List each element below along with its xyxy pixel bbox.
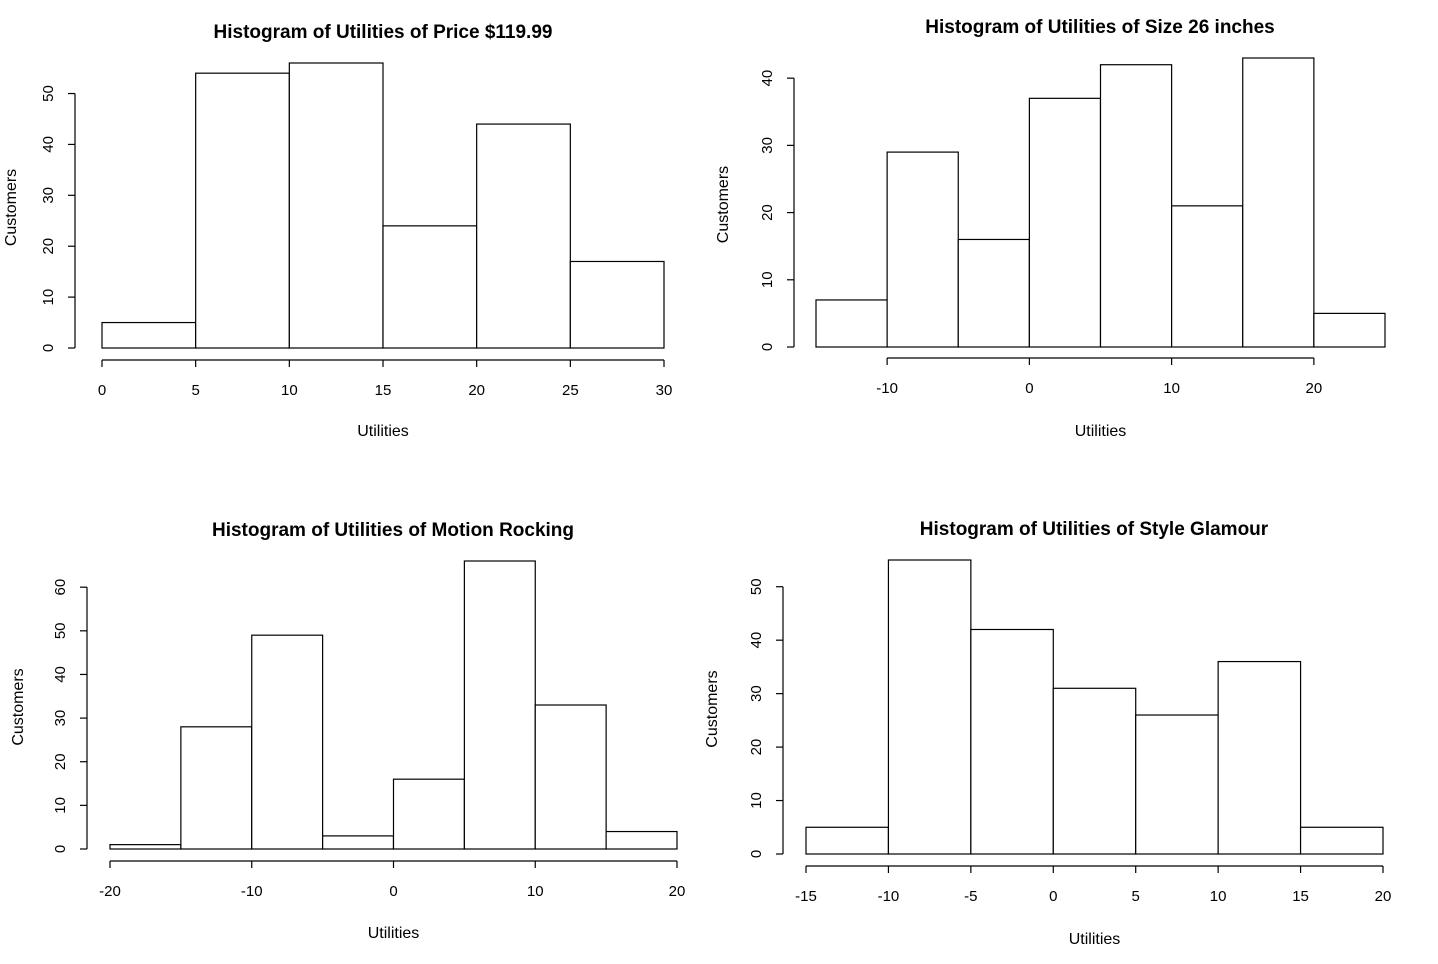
histogram-bar (1242, 57, 1315, 348)
x-tick-label: 25 (562, 382, 579, 399)
y-tick-label: 30 (52, 710, 69, 727)
x-tick-label: 10 (281, 382, 298, 399)
y-tick-label: 50 (40, 85, 57, 102)
y-tick-label: 40 (748, 632, 765, 649)
x-tick-label: -10 (878, 888, 900, 905)
y-tick-label: 40 (40, 136, 57, 153)
y-tick-label: 20 (40, 238, 57, 255)
y-tick-label: 20 (748, 739, 765, 756)
histogram-bar (970, 628, 1054, 855)
y-tick-label: 10 (748, 792, 765, 809)
x-tick-label: -5 (964, 888, 977, 905)
histogram-bar (1135, 714, 1219, 855)
histogram-bar (101, 321, 197, 349)
y-axis-label: Customers (10, 668, 27, 745)
histogram-bar (392, 778, 465, 850)
y-tick-label: 10 (52, 797, 69, 814)
x-tick-label: 10 (1210, 888, 1227, 905)
y-tick-label: 0 (748, 850, 765, 858)
histogram-bar (1099, 64, 1173, 348)
histogram-bar (957, 238, 1030, 348)
histogram-bar (1313, 312, 1386, 348)
x-tick-label: 10 (527, 883, 544, 900)
x-tick-label: 0 (98, 382, 106, 399)
histogram-bar (109, 844, 182, 850)
y-tick-label: 0 (52, 845, 69, 853)
x-tick-label: -10 (876, 380, 898, 397)
y-tick-label: 40 (759, 70, 776, 87)
y-tick-label: 50 (52, 622, 69, 639)
histogram-bar (815, 299, 888, 348)
x-tick-label: 0 (1049, 888, 1057, 905)
y-tick-label: 30 (759, 137, 776, 154)
chart-title: Histogram of Utilities of Price $119.99 (214, 22, 553, 43)
x-tick-label: 5 (191, 382, 199, 399)
y-tick-label: 40 (52, 666, 69, 683)
x-tick-label: 30 (656, 382, 673, 399)
y-axis-label: Customers (704, 670, 721, 747)
y-tick-label: 50 (748, 578, 765, 595)
y-axis-label: Customers (715, 166, 732, 243)
x-axis-label: Utilities (357, 423, 409, 440)
histogram-bar (1052, 687, 1137, 855)
y-tick-label: 10 (40, 289, 57, 306)
histogram-bar (195, 72, 290, 349)
y-tick-label: 20 (759, 204, 776, 221)
x-tick-label: 15 (1292, 888, 1309, 905)
x-tick-label: 20 (1375, 888, 1392, 905)
y-axis-label: Customers (3, 169, 20, 246)
x-tick-label: -10 (241, 883, 263, 900)
chart-title: Histogram of Utilities of Motion Rocking (212, 520, 574, 541)
x-tick-label: -15 (795, 888, 817, 905)
y-tick-label: 60 (52, 579, 69, 596)
histogram-bar (382, 225, 478, 349)
histogram-bar (1217, 660, 1302, 855)
x-tick-label: 20 (1306, 380, 1323, 397)
histogram-bar (288, 62, 384, 349)
x-tick-label: 20 (669, 883, 686, 900)
histogram-bar (1171, 205, 1244, 348)
x-tick-label: 15 (375, 382, 392, 399)
x-axis-label: Utilities (1075, 423, 1127, 440)
x-axis-label: Utilities (1069, 931, 1121, 948)
y-tick-label: 30 (748, 685, 765, 702)
histogram-bar (534, 704, 607, 850)
x-tick-label: 0 (1025, 380, 1033, 397)
histogram-bar (569, 260, 665, 349)
histogram-bar (322, 835, 395, 850)
histogram-bar (180, 726, 253, 850)
chart-title: Histogram of Utilities of Size 26 inches (925, 17, 1274, 38)
histogram-bar (887, 559, 972, 855)
y-tick-label: 10 (759, 271, 776, 288)
histogram-bar (1299, 826, 1384, 855)
histogram-bar (463, 560, 536, 850)
histogram-bar (886, 151, 959, 348)
x-tick-label: 5 (1132, 888, 1140, 905)
x-tick-label: 20 (468, 382, 485, 399)
y-tick-label: 30 (40, 187, 57, 204)
histogram-bar (251, 634, 324, 850)
y-tick-label: 20 (52, 753, 69, 770)
x-tick-label: 0 (389, 883, 397, 900)
chart-title: Histogram of Utilities of Style Glamour (920, 519, 1269, 540)
x-tick-label: 10 (1163, 380, 1180, 397)
histogram-bar (605, 830, 678, 850)
y-tick-label: 0 (40, 344, 57, 352)
x-tick-label: -20 (99, 883, 121, 900)
y-tick-label: 0 (759, 343, 776, 351)
x-axis-label: Utilities (368, 925, 420, 942)
histogram-bar (1028, 97, 1102, 348)
histogram-bar (805, 826, 890, 855)
histogram-bar (476, 123, 571, 349)
